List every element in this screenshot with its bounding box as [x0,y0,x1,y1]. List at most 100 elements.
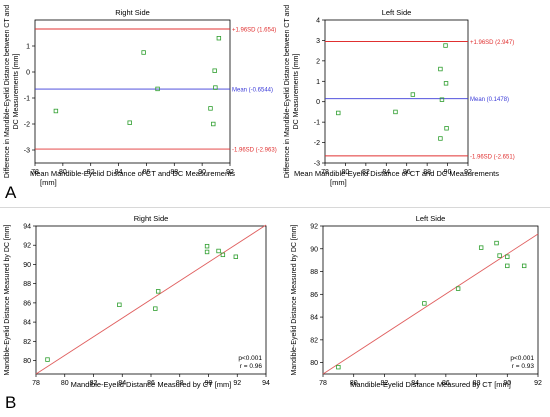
chart-4-x-tick-label: 78 [319,380,327,387]
chart-2-reference-label: -1.96SD (-2.651) [470,154,515,160]
chart-4-data-point [494,240,499,246]
chart-4-y-tick-label: 90 [310,246,318,253]
chart-4-plot-frame [322,225,539,375]
chart-2-data-point [438,66,443,72]
chart-2-y-tick-label: -3 [314,161,320,168]
chart-1-x-axis-title: Mean Mandible-Eyelid Distance of CT and … [30,169,235,187]
chart-3-stat-annotation: r = 0.96 [240,363,263,370]
chart-4-x-tick-label: 82 [381,380,389,387]
chart-4-stat-annotation: p<0.001 [510,355,534,362]
chart-3-x-tick-label: 92 [233,380,241,387]
chart-3-y-tick-label: 92 [23,243,31,250]
chart-1-data-point [53,108,59,114]
chart-3-stat-annotation: p<0.001 [238,355,262,362]
chart-4-stat-annotation: r = 0.93 [512,363,535,370]
chart-4-y-tick-label: 86 [310,292,318,299]
chart-1-y-axis-title-line: DC Measurements [mm] [13,54,20,130]
chart-2-data-point [444,126,449,131]
chart-2-x-tick-label: 92 [464,169,472,176]
chart-1-x-tick-label: 92 [226,169,234,176]
chart-3-y-axis-title: Mandible-Eyelid Distance Measured by DC … [4,224,11,375]
chart-1-y-tick-label: 1 [26,44,30,51]
chart-1-data-point [216,36,222,41]
chart-1-x-tick-label: 82 [87,169,95,176]
chart-4-data-point [505,263,510,269]
chart-1-reference-label: -1.96SD (-2.963) [232,148,277,154]
chart-4-x-axis-title: Mandible-Eyelid Distance Measured by CT … [350,380,511,389]
chart-1-x-tick-label: 78 [31,169,39,176]
chart-3-data-point [45,357,50,362]
chart-1-y-axis-title: Difference in Mandible-Eyelid Distance b… [4,5,20,178]
chart-2-x-tick-label: 88 [423,169,431,176]
chart-2-y-tick-label: -2 [314,140,320,147]
chart-1-y-tick-label: -1 [24,96,30,103]
chart-4-y-tick-label: 92 [310,224,318,231]
chart-2-data-point [443,81,449,86]
chart-2-x-axis-title: Mean Mandible-Eyelid Distance of CT and … [294,169,499,187]
chart-3-data-point [233,254,239,259]
chart-2-y-tick-label: -1 [314,120,320,127]
chart-3-y-tick-label: 82 [23,339,31,346]
chart-1-data-point [212,68,217,73]
chart-4-y-tick-label: 82 [310,337,318,344]
chart-2-data-point [393,109,398,115]
chart-1-x-axis-title-line: [mm] [40,178,57,187]
chart-4-x-tick-label: 92 [534,380,542,387]
chart-1-x-tick-label: 80 [59,169,67,176]
chart-4-title: Left Side [416,214,446,223]
chart-4-data-point [521,263,527,269]
chart-2-x-tick-label: 82 [362,169,370,176]
chart-4-x-tick-label: 80 [350,380,358,387]
chart-4-x-tick-label: 84 [411,380,419,387]
chart-2-reference-label: Mean (0.1478) [470,97,509,103]
chart-3-x-tick-label: 84 [118,380,126,387]
chart-1-reference-label: +1.96SD (1.654) [232,27,276,33]
chart-3-x-tick-label: 86 [147,380,155,387]
chart-2-x-axis-title-line: [mm] [330,178,347,187]
chart-1-y-tick-label: -2 [24,122,30,129]
chart-1-x-axis-title-line: Mean Mandible-Eyelid Distance of CT and … [30,169,235,178]
chart-4-y-axis-title: Mandible-Eyelid Distance Measured by DC … [291,224,298,375]
chart-4-fit-line [322,233,539,375]
chart-1-title: Right Side [115,8,150,17]
chart-2-reference-label: +1.96SD (2.947) [470,40,514,46]
chart-4-x-tick-label: 90 [503,380,511,387]
chart-4-y-tick-label: 80 [310,360,318,367]
chart-1-x-tick-label: 84 [115,169,123,176]
chart-2-x-tick-label: 90 [444,169,452,176]
chart-3-y-tick-label: 86 [23,300,31,307]
chart-3-data-point [117,302,122,308]
chart-3-x-tick-label: 94 [262,380,270,387]
chart-4-data-point [478,245,484,250]
chart-2-title: Left Side [382,8,412,17]
chart-1-data-point [127,120,132,125]
chart-4-y-tick-label: 84 [310,315,318,322]
chart-2-x-tick-label: 84 [382,169,390,176]
chart-2-data-point [336,110,341,116]
chart-2-y-axis-title-line: DC Measurements [mm] [293,54,300,130]
chart-2-x-tick-label: 78 [321,169,329,176]
chart-2-y-tick-label: 2 [316,58,320,65]
chart-3-x-tick-label: 80 [61,380,69,387]
chart-1-data-point [208,106,213,111]
chart-1-data-point [213,85,218,90]
panel-label-a: A [5,183,17,202]
chart-2-y-tick-label: 3 [316,38,320,45]
chart-1-reference-label: Mean (-0.6544) [232,88,273,94]
chart-1-y-tick-label: -3 [24,148,30,155]
chart-1-x-tick-label: 86 [143,169,151,176]
chart-3-y-tick-label: 88 [23,281,31,288]
chart-3-data-point [220,252,226,258]
chart-4-data-point [505,254,510,259]
chart-3-data-point [204,249,210,255]
panel-label-b: B [5,393,17,412]
chart-4-x-tick-label: 86 [442,380,450,387]
chart-3-y-tick-label: 90 [23,262,31,269]
chart-3-data-point [204,243,210,249]
chart-3-x-axis-title: Mandible-Eyelid Distance Measured by CT … [71,380,232,389]
chart-2-y-tick-label: 4 [316,18,320,25]
chart-4-x-tick-label: 88 [473,380,481,387]
chart-1-plot-frame [34,19,231,164]
chart-1-data-point [141,50,146,55]
